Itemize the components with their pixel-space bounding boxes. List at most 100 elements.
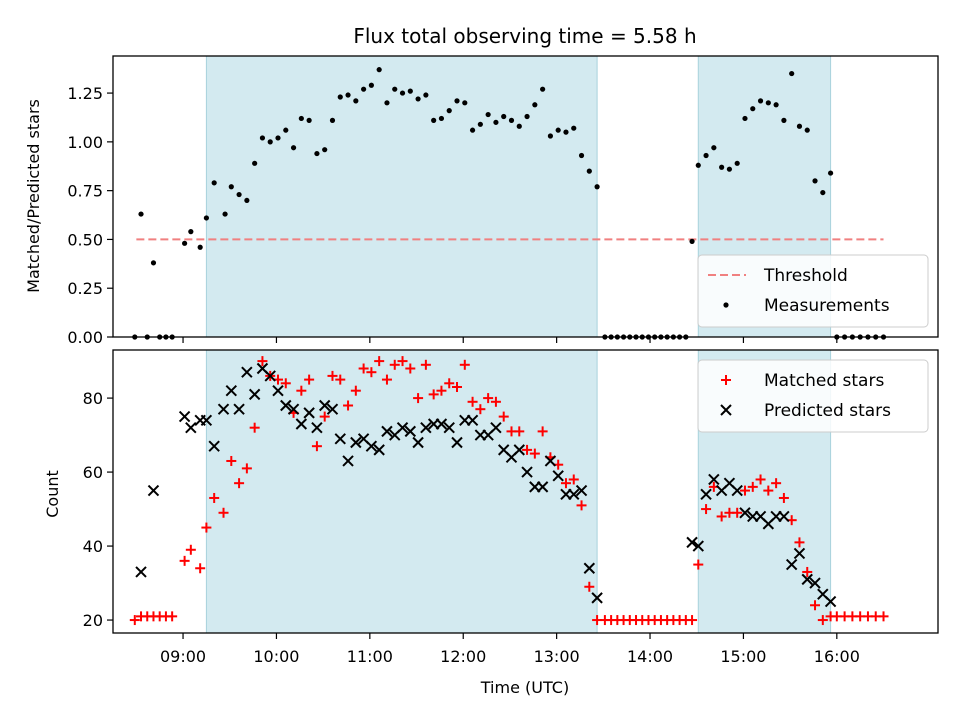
measurement-point: [742, 115, 748, 122]
top-panel: 0.00 0.25 0.50 0.75 1.00 1.25 Threshold Measure…: [67, 55, 939, 347]
predicted-star-point: [326, 403, 339, 415]
matched-star-point: [701, 504, 712, 515]
marker-stroke: [365, 440, 378, 452]
matched-star-point: [129, 615, 140, 626]
marker-stroke: [326, 403, 339, 415]
measurement-point: [423, 92, 429, 98]
measurement-point: [796, 123, 803, 129]
measurement-point: [516, 123, 522, 129]
matched-star-point: [389, 359, 400, 370]
predicted-star-point: [435, 418, 448, 430]
y-tick-label: 1.00: [67, 133, 103, 152]
marker-stroke: [754, 510, 767, 523]
matched-star-point: [771, 478, 782, 489]
predicted-star-point: [575, 484, 588, 497]
matched-star-point: [522, 444, 533, 455]
marker-stroke: [708, 473, 720, 486]
matched-star-point: [584, 581, 595, 592]
x-tick-label: 14:00: [627, 647, 673, 666]
x-tick-label: 12:00: [440, 647, 486, 666]
y-tick-label: 0.50: [67, 230, 103, 249]
matched-star-point: [576, 500, 587, 511]
marker-stroke: [217, 403, 230, 415]
matched-star-point: [249, 422, 260, 433]
matched-star-point: [687, 615, 698, 626]
matched-star-point: [568, 474, 579, 485]
predicted-star-point: [381, 425, 393, 438]
predicted-star-point: [731, 484, 743, 497]
predicted-star-point: [208, 440, 220, 452]
matched-star-point: [747, 481, 758, 492]
measurement-point: [501, 113, 507, 120]
plot-frame: [112, 349, 939, 634]
predicted-star-point: [350, 436, 362, 449]
marker-stroke: [241, 366, 253, 378]
predicted-star-point: [287, 403, 300, 415]
marker-stroke: [342, 455, 354, 467]
predicted-star-point: [365, 440, 378, 452]
measurement-point: [353, 98, 359, 104]
marker-stroke: [801, 573, 813, 586]
marker-stroke: [280, 399, 292, 412]
measurement-point: [703, 152, 709, 159]
marker-stroke: [135, 566, 147, 578]
matched-star-point: [226, 455, 237, 466]
marker-stroke: [303, 407, 315, 419]
marker-stroke: [686, 536, 698, 549]
predicted-star-point: [700, 488, 712, 500]
marker-stroke: [466, 414, 479, 426]
x-tick-label: 15:00: [720, 647, 766, 666]
matched-star-point: [537, 426, 548, 437]
measurement-point: [508, 117, 515, 123]
measurement-point: [571, 125, 577, 131]
measurement-point: [594, 184, 600, 190]
predicted-star-point: [824, 595, 837, 608]
marker-stroke: [248, 388, 261, 401]
matched-star-point: [475, 404, 486, 415]
matched-star-point: [209, 492, 220, 503]
marker-stroke: [692, 540, 704, 552]
measurement-point: [337, 94, 343, 100]
marker-stroke: [817, 588, 829, 600]
measurement-point: [329, 117, 336, 123]
measurement-point: [222, 211, 228, 217]
predicted-star-point: [303, 407, 315, 419]
matched-star-point: [763, 485, 774, 496]
predicted-star-point: [264, 370, 276, 382]
measurement-point: [314, 150, 320, 157]
matched-star-point: [693, 559, 704, 570]
predicted-star-point: [583, 562, 596, 574]
matched-star-point: [350, 385, 361, 396]
y-tick-label: 60: [83, 463, 103, 482]
predicted-star-point: [217, 403, 230, 415]
predicted-star-point: [311, 421, 323, 434]
marker-stroke: [723, 477, 736, 489]
predicted-star-point: [342, 455, 354, 467]
predicted-star-point: [248, 388, 261, 401]
predicted-star-point: [793, 547, 806, 560]
measurement-point: [719, 164, 725, 170]
measurement-point: [477, 121, 483, 127]
x-tick-label: 11:00: [347, 647, 393, 666]
matched-star-point: [467, 396, 478, 407]
matched-star-point: [878, 611, 889, 622]
shaded-region: [206, 350, 598, 633]
predicted-star-point: [801, 573, 813, 586]
matched-star-point: [778, 492, 789, 503]
marker-stroke: [824, 595, 837, 608]
measurement-point: [804, 127, 810, 133]
predicted-star-point: [295, 418, 308, 430]
y-tick-label: 1.25: [67, 84, 103, 103]
measurement-point: [407, 88, 413, 94]
measurement-point: [765, 100, 771, 106]
marker-stroke: [185, 421, 197, 434]
measurement-point: [376, 67, 382, 73]
matched-star-point: [241, 463, 252, 474]
measurement-point: [773, 102, 779, 108]
measurement-point: [820, 189, 826, 196]
matched-star-point: [201, 522, 212, 533]
measurement-point: [438, 115, 445, 122]
predicted-star-point: [692, 540, 704, 552]
legend-label: Matched stars: [764, 371, 884, 391]
predicted-star-point: [568, 488, 580, 500]
